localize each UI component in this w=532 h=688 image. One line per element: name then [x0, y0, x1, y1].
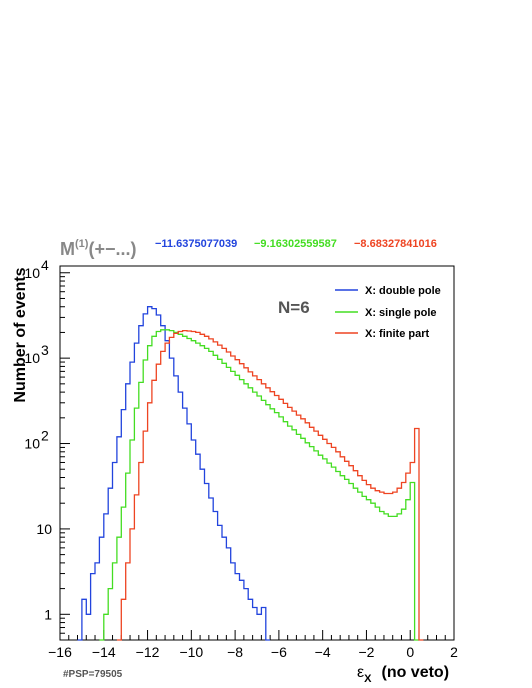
y-tick-label: 1 [44, 606, 52, 622]
x-tick-label: −14 [92, 644, 116, 660]
n-annotation: N=6 [278, 298, 310, 317]
x-tick-label: −4 [315, 644, 331, 660]
x-tick-label: 2 [450, 644, 458, 660]
x-axis-label-symbol: ε [357, 664, 364, 681]
x-axis-label: εX (no veto) [357, 664, 449, 685]
header-value-single-pole: −9.16302559587 [254, 238, 337, 250]
y-tick-label: 10 [24, 436, 40, 452]
y-axis-label: Number of events [12, 267, 29, 402]
series-line-x-single-pole [99, 329, 419, 641]
x-tick-label: −12 [136, 644, 160, 660]
legend-label-double-pole: X: double pole [365, 285, 441, 297]
x-axis-label-sub: X [364, 673, 372, 685]
legend-label-single-pole: X: single pole [365, 307, 437, 319]
header-value-finite-part: −8.68327841016 [354, 238, 437, 250]
x-tick-label: 0 [406, 644, 414, 660]
series-group [77, 306, 424, 641]
chart-title-rest: (+−...) [88, 239, 136, 259]
x-axis: −16 −14 −12 −10 −8 −6 −4 −2 0 2 [48, 630, 458, 660]
plot-frame [59, 265, 455, 641]
header-value-double-pole: −11.6375077039 [155, 238, 237, 250]
x-tick-label: −8 [227, 644, 243, 660]
legend-label-finite-part: X: finite part [365, 328, 430, 340]
series-line-x-double-pole [77, 306, 271, 641]
y-tick-exponent: 4 [41, 257, 49, 273]
y-tick-label: 10 [24, 265, 40, 281]
chart-title-main: M [60, 239, 75, 259]
y-tick-exponent: 2 [41, 428, 49, 444]
x-tick-label: −2 [358, 644, 374, 660]
chart-title: M(1)(+−...) [60, 238, 136, 259]
psp-footer: #PSP=79505 [63, 669, 123, 680]
chart-title-sup: (1) [75, 238, 89, 250]
series-line-x-finite-part [116, 329, 424, 641]
x-tick-label: −10 [179, 644, 203, 660]
x-tick-label: −16 [48, 644, 72, 660]
legend: X: double pole X: single pole X: finite … [335, 285, 441, 340]
x-axis-label-rest: (no veto) [381, 664, 449, 681]
y-tick-label: 10 [24, 350, 40, 366]
y-tick-exponent: 3 [41, 342, 49, 358]
x-tick-label: −6 [271, 644, 287, 660]
y-tick-label: 10 [36, 521, 52, 537]
